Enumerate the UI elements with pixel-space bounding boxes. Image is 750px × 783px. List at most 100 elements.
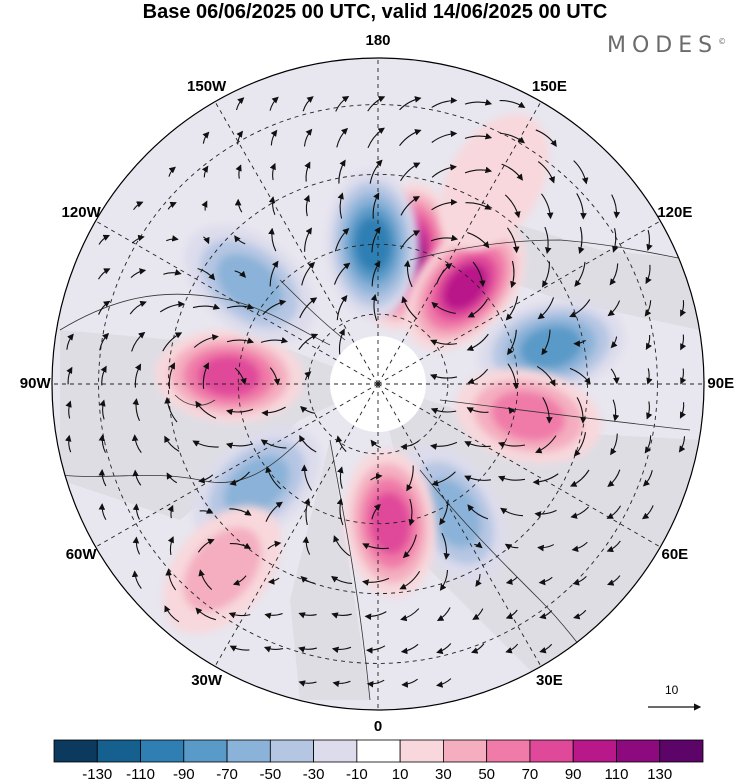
colorbar-tick-label: 70 <box>521 766 539 783</box>
wind-arrow <box>201 165 209 178</box>
wind-arrow <box>431 471 456 487</box>
wind-arrow <box>167 201 177 210</box>
wind-arrow <box>607 575 621 586</box>
wind-arrow <box>299 297 318 319</box>
wind-arrow <box>195 400 217 419</box>
reference-vector-label: 10 <box>665 683 679 697</box>
wind-arrow <box>229 645 250 652</box>
wind-arrow <box>504 194 521 219</box>
wind-arrow <box>164 396 178 423</box>
wind-arrow <box>333 262 351 285</box>
colorbar-tick-label: -70 <box>216 766 238 783</box>
wind-arrow <box>369 159 383 184</box>
wind-arrow <box>304 161 311 182</box>
wind-arrow <box>192 303 221 310</box>
wind-arrow <box>65 400 72 419</box>
wind-arrow <box>569 367 591 385</box>
wind-arrow <box>129 300 147 315</box>
wind-arrow <box>201 200 208 211</box>
wind-arrow <box>609 263 619 286</box>
wind-arrow <box>132 536 141 555</box>
longitude-label: 120E <box>657 203 693 221</box>
wind-arrow <box>507 329 517 356</box>
wind-arrow <box>226 337 255 344</box>
wind-arrow <box>197 538 215 553</box>
wind-arrow <box>303 128 313 147</box>
wind-arrow <box>679 402 686 419</box>
wind-arrow <box>267 577 280 585</box>
wind-arrow <box>164 605 180 623</box>
wind-arrow <box>331 612 352 619</box>
wind-arrow <box>98 468 107 487</box>
wind-arrow <box>464 475 491 482</box>
wind-arrow <box>504 543 519 551</box>
wind-arrow <box>465 202 492 210</box>
colorbar-swatch <box>53 739 98 763</box>
wind-arrow <box>298 680 317 687</box>
colorbar-tick-label: 110 <box>604 766 629 783</box>
wind-arrow <box>499 100 526 108</box>
wind-arrow <box>337 466 344 489</box>
wind-arrow <box>535 435 557 454</box>
wind-arrow <box>610 433 618 456</box>
colorbar-swatch <box>269 739 315 763</box>
wind-arrow <box>537 544 555 552</box>
anomaly-field <box>155 114 625 634</box>
wind-arrow <box>646 229 653 251</box>
wind-arrow <box>506 227 520 254</box>
wind-arrow <box>132 398 141 422</box>
wind-arrow <box>229 542 252 549</box>
meridian-line <box>95 220 379 385</box>
wind-arrow <box>535 129 557 147</box>
wind-arrow <box>270 129 278 146</box>
anomaly-contour <box>183 527 262 612</box>
wind-arrow <box>532 473 559 486</box>
wind-arrow <box>500 507 524 517</box>
wind-arrow <box>163 269 182 276</box>
wind-arrow <box>99 399 106 420</box>
wind-arrow <box>436 607 451 621</box>
wind-arrow <box>133 201 144 211</box>
wind-arrow <box>334 228 350 252</box>
wind-arrow <box>193 334 219 348</box>
wind-arrow <box>337 192 344 219</box>
wind-arrow <box>370 439 381 448</box>
wind-arrow <box>464 133 493 140</box>
wind-arrow <box>607 469 621 487</box>
wind-arrow <box>573 339 586 347</box>
wind-arrow <box>66 333 74 350</box>
meridian-line <box>377 383 542 667</box>
wind-arrow <box>260 439 287 449</box>
wind-arrow <box>228 612 251 619</box>
wind-arrow <box>466 333 489 352</box>
wind-arrow <box>302 96 314 112</box>
wind-arrow <box>66 366 73 385</box>
wind-arrow <box>300 405 316 414</box>
latitude-circle <box>307 313 449 455</box>
colorbar-tick-label: 10 <box>391 766 409 783</box>
wind-arrow <box>475 573 482 587</box>
wind-arrow <box>236 130 244 145</box>
colorbar-tick-label: -10 <box>346 766 368 783</box>
wind-arrow <box>571 541 588 553</box>
wind-arrow <box>430 441 458 450</box>
longitude-label: 90E <box>707 375 735 392</box>
map-title: Base 06/06/2025 00 UTC, valid 14/06/2025… <box>142 1 608 23</box>
wind-arrow <box>98 503 107 521</box>
wind-arrow <box>542 261 550 288</box>
wind-arrow <box>226 303 255 310</box>
wind-arrow <box>234 235 246 245</box>
colorbar-tick-label: -30 <box>302 766 325 783</box>
anomaly-contour <box>491 390 566 441</box>
wind-arrow <box>472 261 486 288</box>
wind-arrow <box>64 434 72 453</box>
wind-arrow <box>471 643 485 654</box>
wind-arrow <box>644 300 652 317</box>
wind-arrow <box>400 643 419 655</box>
colorbar-swatch <box>226 739 271 763</box>
longitude-label: 120W <box>61 203 101 221</box>
wind-arrow <box>505 576 518 585</box>
wind-arrow <box>406 465 414 492</box>
wind-arrow <box>505 609 518 620</box>
wind-arrow <box>399 129 422 147</box>
